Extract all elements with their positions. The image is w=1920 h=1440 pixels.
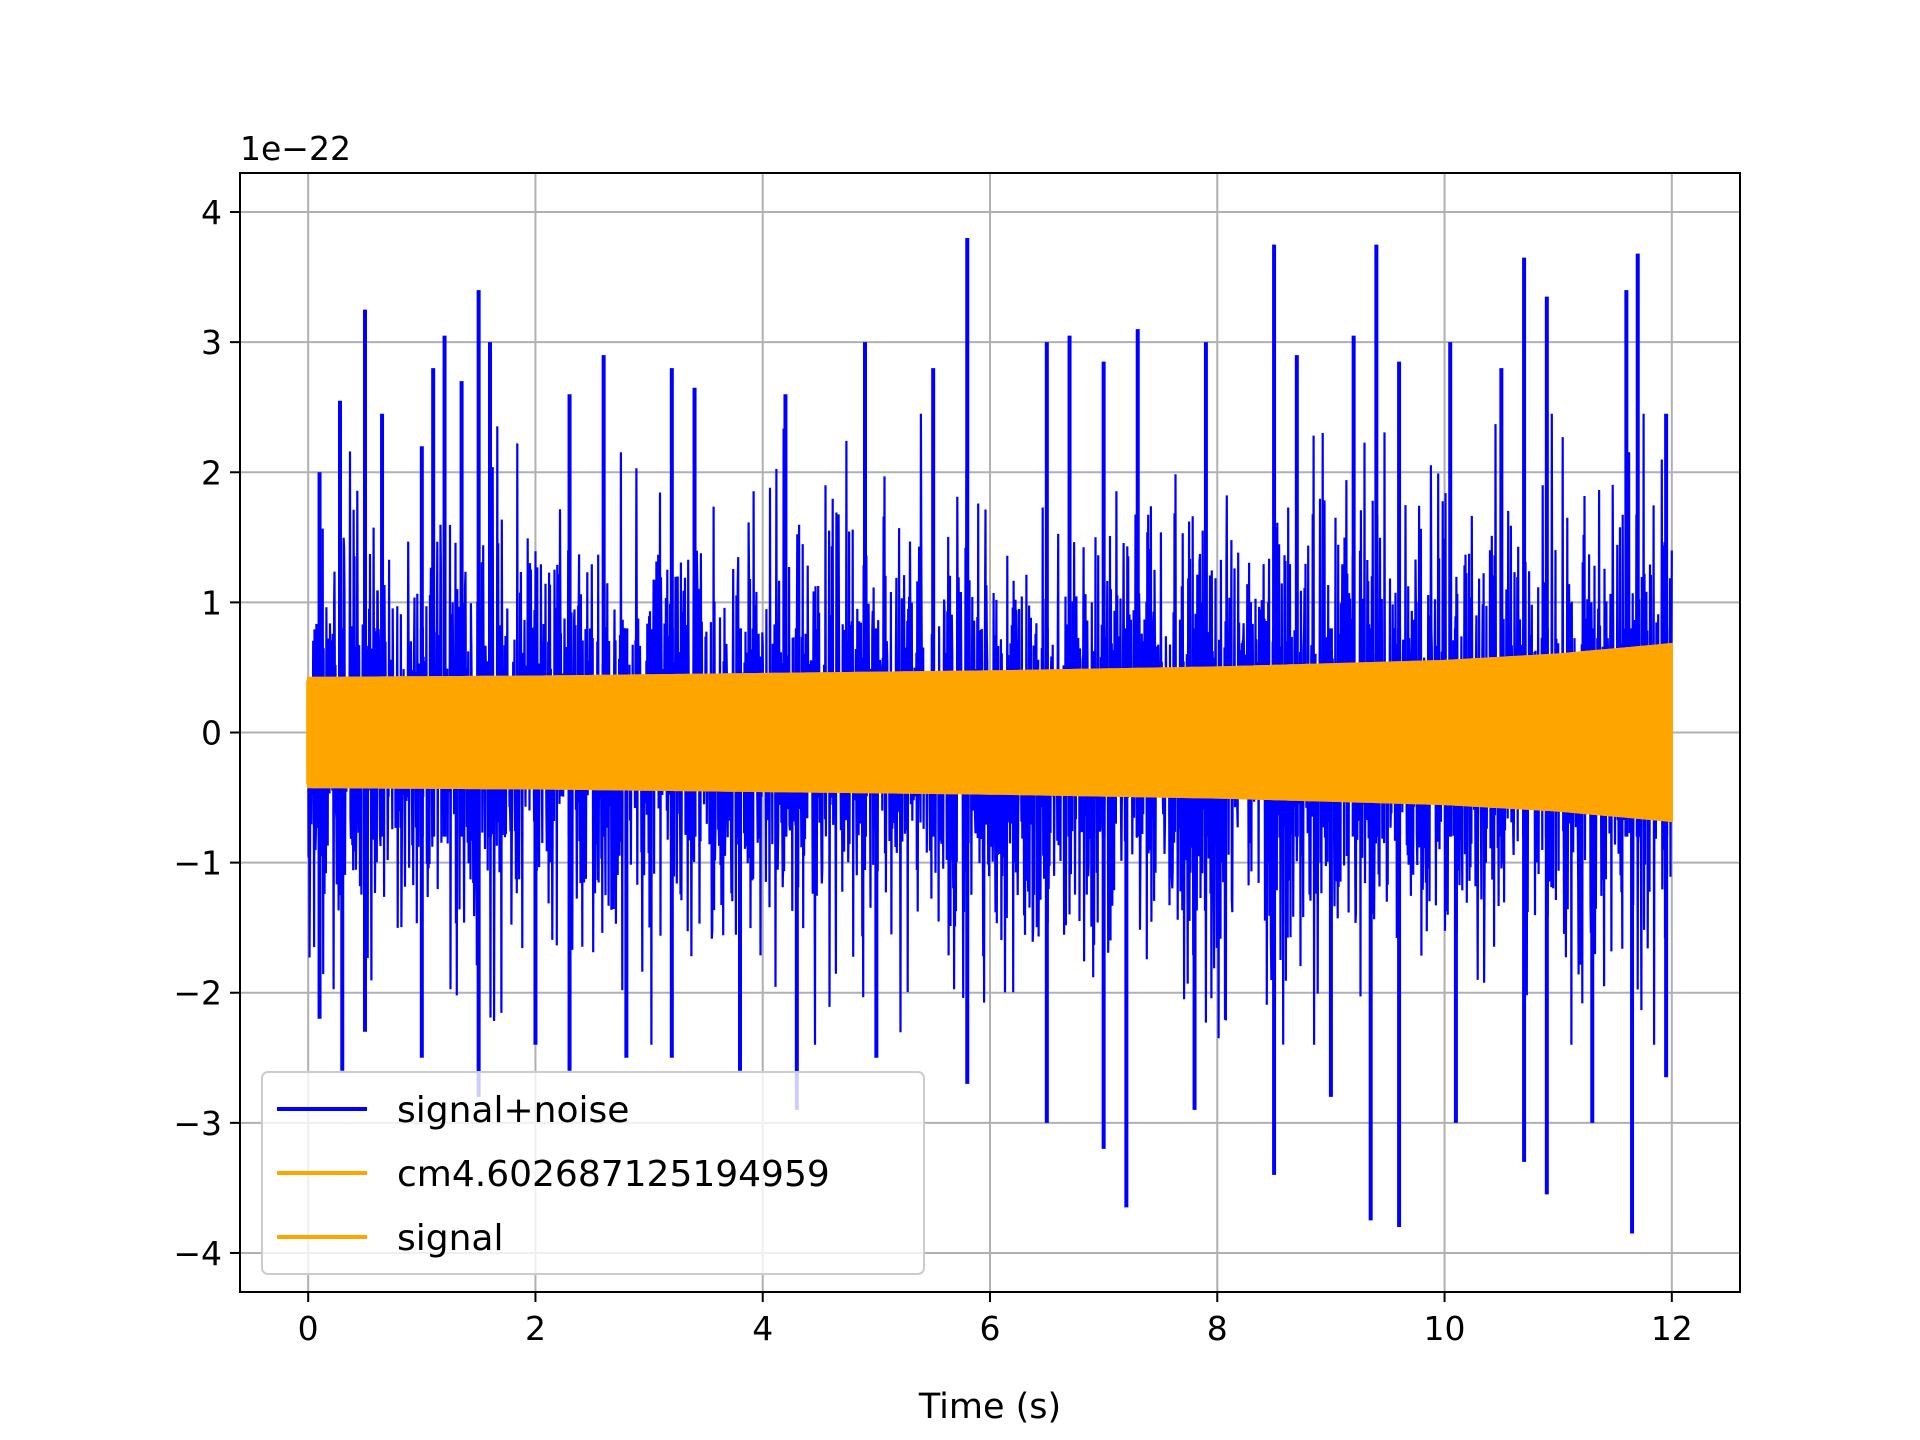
- legend-label: cm4.602687125194959: [397, 1154, 830, 1195]
- x-axis-label: Time (s): [918, 1387, 1061, 1427]
- y-tick-label: −3: [173, 1104, 222, 1143]
- x-tick-label: 4: [752, 1309, 773, 1348]
- y-tick-label: −1: [173, 844, 222, 883]
- x-tick-label: 12: [1651, 1309, 1693, 1348]
- y-offset-text: 1e−22: [240, 129, 351, 168]
- y-tick-label: −2: [173, 974, 222, 1013]
- legend-box: [261, 1071, 925, 1275]
- legend: signal+noise cm4.602687125194959 signal: [261, 1071, 925, 1275]
- x-tick-label: 8: [1207, 1309, 1228, 1348]
- plot-data: [306, 238, 1673, 1234]
- y-tick-label: 1: [201, 583, 222, 622]
- y-tick-label: 2: [201, 453, 222, 492]
- y-tick-label: 4: [201, 193, 222, 232]
- x-tick-label: 2: [525, 1309, 546, 1348]
- y-tick-label: 0: [201, 714, 222, 753]
- y-tick-label: 3: [201, 323, 222, 362]
- signal-series-band: [307, 642, 1673, 823]
- x-tick-label: 0: [298, 1309, 319, 1348]
- legend-label: signal+noise: [397, 1090, 629, 1131]
- legend-label: signal: [397, 1218, 504, 1259]
- x-tick-label: 6: [980, 1309, 1001, 1348]
- x-tick-label: 10: [1424, 1309, 1466, 1348]
- y-tick-label: −4: [173, 1234, 222, 1273]
